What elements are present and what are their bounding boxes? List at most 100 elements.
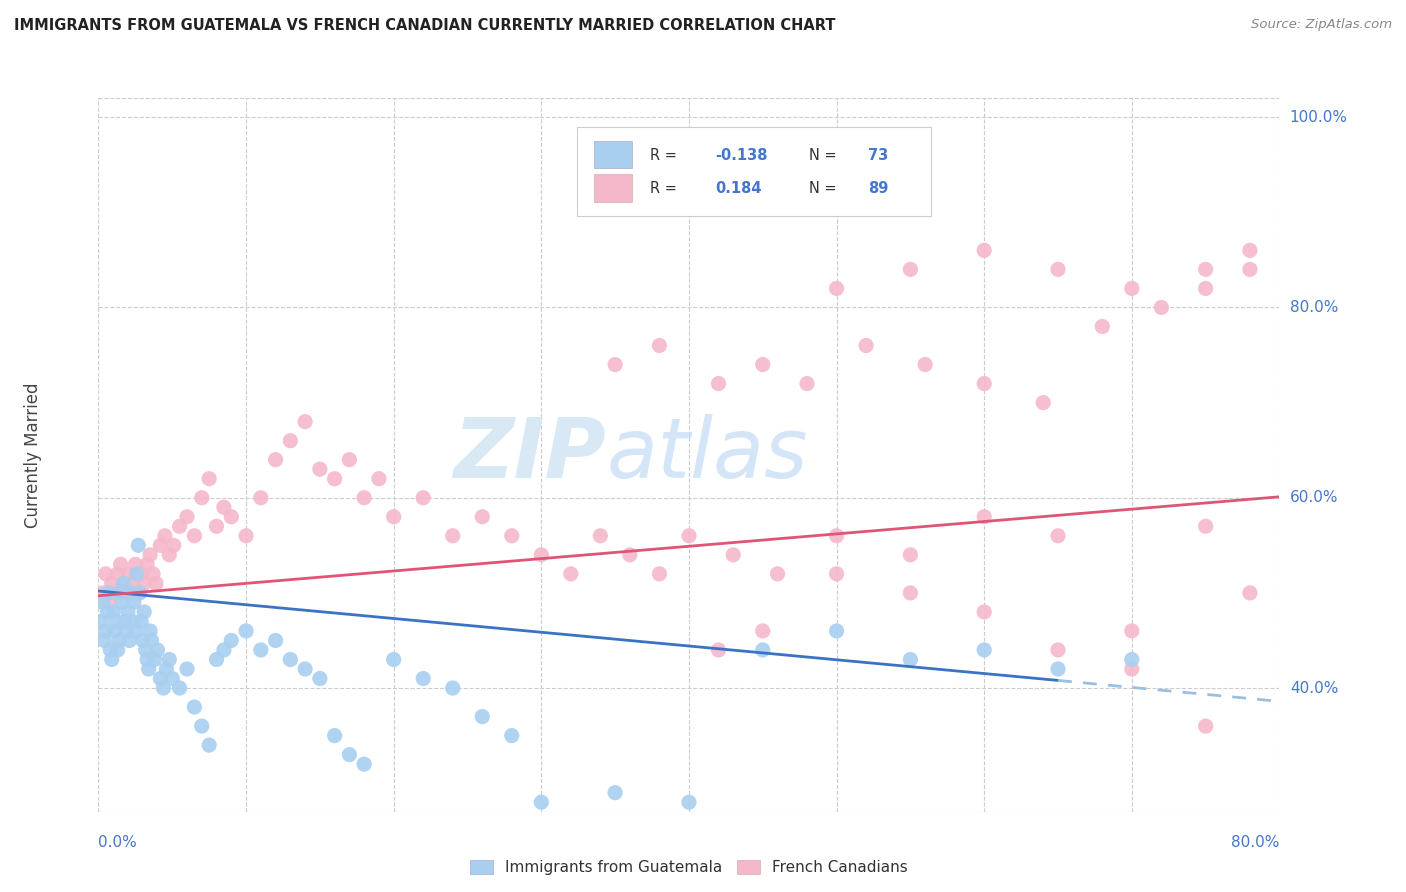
Point [264, 633, 287, 648]
Point [973, 376, 995, 391]
Point [264, 452, 287, 467]
Text: 40.0%: 40.0% [1289, 681, 1339, 696]
Point [107, 643, 129, 657]
Point [278, 652, 302, 666]
Point [560, 566, 582, 581]
Point [707, 643, 730, 657]
Point [110, 586, 132, 600]
Point [619, 548, 641, 562]
Point [176, 662, 198, 676]
Point [107, 566, 129, 581]
Point [501, 729, 523, 743]
Text: N =: N = [810, 148, 842, 162]
Point [120, 586, 142, 600]
Point [914, 358, 936, 372]
Point [1046, 662, 1069, 676]
Point [441, 529, 464, 543]
Point [115, 586, 138, 600]
Point [112, 576, 135, 591]
Point [530, 548, 553, 562]
Point [105, 615, 128, 629]
Point [115, 624, 138, 638]
Point [97, 595, 120, 609]
Point [309, 462, 332, 476]
Point [143, 652, 166, 666]
FancyBboxPatch shape [595, 175, 633, 202]
Point [900, 652, 922, 666]
Point [1195, 519, 1218, 533]
Point [127, 586, 149, 600]
Point [1091, 319, 1114, 334]
Point [1121, 624, 1143, 638]
Point [100, 576, 122, 591]
Point [111, 595, 134, 609]
Point [134, 605, 156, 619]
Point [353, 757, 375, 772]
Point [139, 548, 162, 562]
Point [112, 576, 135, 591]
Point [337, 747, 360, 762]
Text: N =: N = [810, 181, 842, 196]
Point [589, 529, 612, 543]
Point [125, 566, 148, 581]
Point [294, 415, 316, 429]
Point [149, 672, 172, 686]
Point [471, 509, 494, 524]
Point [100, 652, 122, 666]
Text: Currently Married: Currently Married [24, 382, 42, 528]
Point [855, 338, 877, 352]
Point [191, 491, 214, 505]
Point [129, 615, 152, 629]
Point [157, 548, 180, 562]
Point [90, 615, 112, 629]
Point [169, 519, 191, 533]
Point [1195, 262, 1218, 277]
Point [93, 633, 115, 648]
Text: 80.0%: 80.0% [1289, 300, 1339, 315]
Point [441, 681, 464, 695]
Point [1121, 652, 1143, 666]
Point [129, 566, 152, 581]
Point [1046, 529, 1069, 543]
Point [205, 519, 228, 533]
Point [751, 624, 773, 638]
Point [721, 548, 744, 562]
Point [412, 491, 434, 505]
Point [825, 529, 848, 543]
Point [900, 586, 922, 600]
Point [124, 624, 146, 638]
Text: IMMIGRANTS FROM GUATEMALA VS FRENCH CANADIAN CURRENTLY MARRIED CORRELATION CHART: IMMIGRANTS FROM GUATEMALA VS FRENCH CANA… [14, 18, 835, 33]
Point [707, 376, 730, 391]
Point [530, 795, 553, 809]
FancyBboxPatch shape [595, 141, 633, 168]
Point [191, 719, 214, 733]
Point [648, 338, 671, 352]
Point [212, 500, 235, 515]
Point [163, 538, 186, 552]
Point [136, 652, 159, 666]
Point [122, 595, 145, 609]
Point [117, 605, 139, 619]
Point [108, 633, 131, 648]
Text: 0.0%: 0.0% [98, 836, 138, 850]
Point [121, 615, 143, 629]
Text: R =: R = [650, 181, 682, 196]
Point [183, 700, 205, 714]
Point [128, 586, 150, 600]
Point [751, 358, 773, 372]
Point [152, 681, 174, 695]
Point [183, 529, 205, 543]
Point [121, 576, 143, 591]
Point [97, 586, 120, 600]
Point [1239, 586, 1261, 600]
Point [900, 548, 922, 562]
Point [1195, 719, 1218, 733]
Point [605, 358, 627, 372]
Point [219, 509, 242, 524]
Point [825, 281, 848, 295]
Text: 73: 73 [869, 148, 889, 162]
Point [149, 538, 172, 552]
Point [136, 558, 159, 572]
Point [353, 491, 375, 505]
Point [141, 633, 163, 648]
